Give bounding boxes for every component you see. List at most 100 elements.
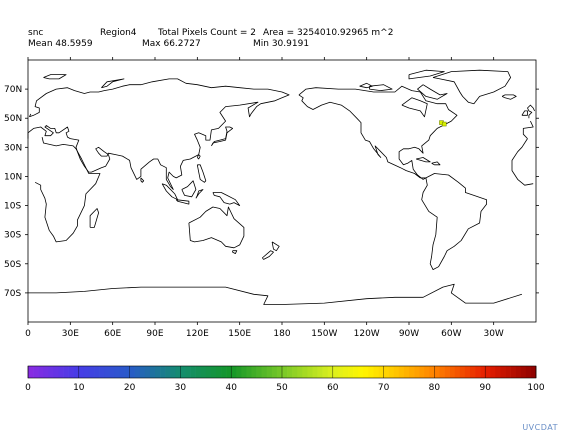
colorbar-cell xyxy=(33,366,39,378)
colorbar-cell xyxy=(48,366,54,378)
colorbar-label: 0 xyxy=(25,383,31,393)
colorbar-cell xyxy=(43,366,49,378)
coast-ellesmere xyxy=(408,69,445,80)
mean-value: Mean 48.5959 xyxy=(28,39,93,49)
colorbar-label: 80 xyxy=(429,383,441,393)
coast-greenland xyxy=(432,69,511,105)
colorbar-cell xyxy=(119,366,125,378)
lon-label: 150E xyxy=(228,329,251,339)
colorbar-cell xyxy=(475,366,481,378)
colorbar-cell xyxy=(109,366,115,378)
colorbar-label: 30 xyxy=(175,383,187,393)
highlight-pixels xyxy=(439,120,447,127)
colorbar-cell xyxy=(373,366,379,378)
colorbar-cell xyxy=(383,366,389,378)
colorbar-cell xyxy=(236,366,242,378)
lon-label: 60E xyxy=(104,329,121,339)
colorbar-cell xyxy=(83,366,90,378)
colorbar-cell xyxy=(368,366,374,378)
lat-label: 10N xyxy=(4,172,22,182)
lon-label: 30E xyxy=(62,329,79,339)
coast-philippines xyxy=(196,164,207,183)
colorbar-cell xyxy=(378,366,384,378)
coast-australia xyxy=(188,206,245,249)
coast-cuba xyxy=(415,157,431,163)
lon-label: 60W xyxy=(441,329,461,339)
colorbar-cell xyxy=(297,366,303,378)
latitude-labels: 70N 50N 30N 10N 10S 30S 50S 70S xyxy=(4,85,22,299)
colorbar-cell xyxy=(200,366,207,378)
colorbar-cell xyxy=(510,366,516,378)
colorbar-cell xyxy=(409,366,415,378)
coast-nz-north xyxy=(271,241,280,252)
coast-tasmania xyxy=(232,250,238,254)
colorbar-cell xyxy=(28,366,34,378)
colorbar-labels: 0 10 20 30 40 50 60 70 80 90 100 xyxy=(25,383,545,393)
coast-banks-isl xyxy=(359,82,373,89)
coast-borneo xyxy=(181,180,197,198)
coast-hudson xyxy=(401,97,428,118)
coast-south-america xyxy=(421,173,487,270)
highlight-pixel xyxy=(442,121,447,127)
coast-baffin xyxy=(417,84,448,100)
coastlines xyxy=(27,69,535,305)
colorbar-cell xyxy=(241,366,247,378)
colorbar-cell xyxy=(403,366,410,378)
colorbar-cell xyxy=(337,366,344,378)
colorbar-cell xyxy=(485,366,491,378)
uvcdat-logo: UVCDAT xyxy=(522,423,558,432)
colorbar-cell xyxy=(160,366,166,378)
lat-label: 70N xyxy=(4,85,22,95)
coast-victoria-isl xyxy=(369,84,393,91)
colorbar-cell xyxy=(195,366,202,378)
colorbar-cell xyxy=(495,366,501,378)
colorbar-cell xyxy=(226,366,232,378)
coast-ireland xyxy=(521,110,528,116)
colorbar-cell xyxy=(500,366,506,378)
coast-antarctica xyxy=(28,283,523,305)
colorbar-cell xyxy=(221,366,227,378)
colorbar-cell xyxy=(282,366,288,378)
coast-hispaniola xyxy=(431,161,441,166)
colorbar-cell xyxy=(144,366,151,378)
colorbar-cell xyxy=(246,366,252,378)
colorbar-label: 50 xyxy=(276,383,288,393)
colorbar-cell xyxy=(480,366,486,378)
lon-label: 150W xyxy=(311,329,337,339)
coast-iceland xyxy=(501,94,517,100)
colorbar-cell xyxy=(256,366,262,378)
colorbar-label: 20 xyxy=(124,383,136,393)
colorbar-cell xyxy=(327,366,334,378)
colorbar-cell xyxy=(388,366,395,378)
colorbar-cell xyxy=(317,366,323,378)
lon-label: 30W xyxy=(483,329,503,339)
map-frame xyxy=(27,59,537,323)
coast-new-guinea xyxy=(212,192,241,206)
colorbar-label: 40 xyxy=(225,383,237,393)
colorbar-cell xyxy=(276,366,283,378)
colorbar-cell xyxy=(449,366,456,378)
colorbar-cell xyxy=(266,366,273,378)
colorbar-cell xyxy=(358,366,364,378)
colorbar-cell xyxy=(490,366,496,378)
coast-japan xyxy=(211,126,233,147)
colorbar-cell xyxy=(429,366,435,378)
colorbar-cell xyxy=(515,366,522,378)
colorbar-cell xyxy=(180,366,186,378)
colorbar-cell xyxy=(398,366,405,378)
colorbar-cell xyxy=(63,366,69,378)
colorbar-cell xyxy=(205,366,212,378)
colorbar-cell xyxy=(88,366,95,378)
colorbar-cell xyxy=(149,366,156,378)
colorbar-cell xyxy=(342,366,349,378)
colorbar-cell xyxy=(53,366,59,378)
colorbar-cell xyxy=(155,366,161,378)
colorbar-cell xyxy=(469,366,476,378)
colorbar-cell xyxy=(464,366,471,378)
coast-java xyxy=(175,199,190,205)
coast-europe-asia xyxy=(27,78,534,190)
colorbar-cell xyxy=(332,366,339,378)
coast-nz-south xyxy=(261,250,274,260)
colorbar-cell xyxy=(124,366,130,378)
